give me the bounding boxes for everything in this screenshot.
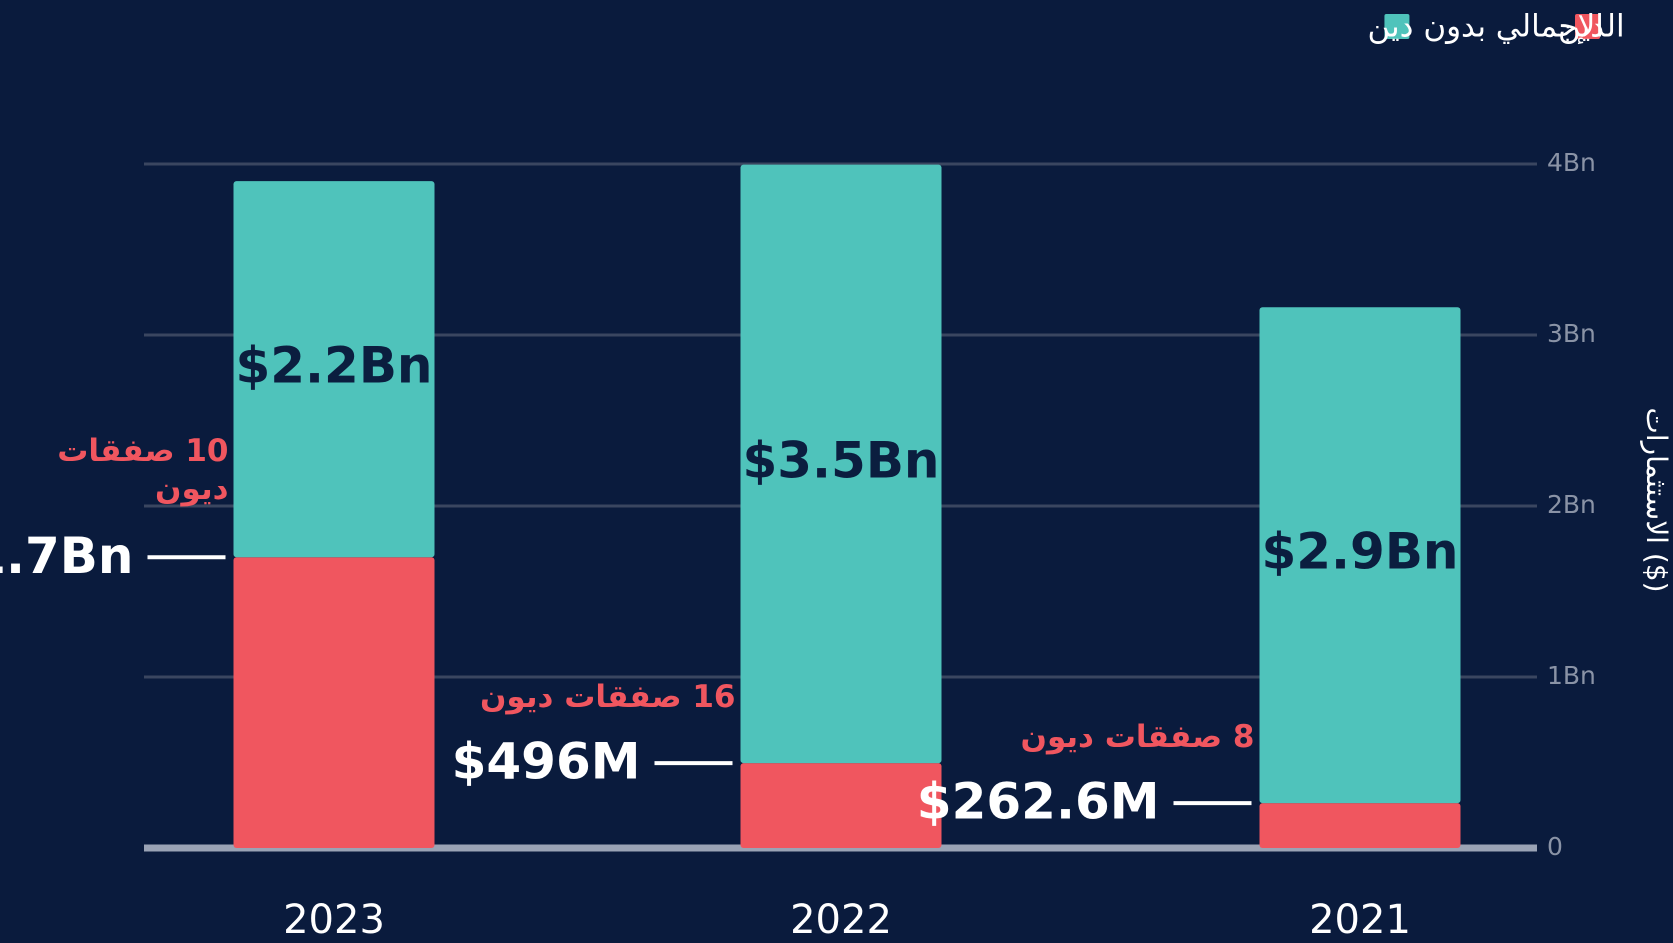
value-label: $496M [452, 733, 641, 791]
annotation-text: 16 صفقات ديون [479, 679, 736, 716]
annotation: 10 صفقات ديون [57, 433, 229, 508]
y-tick-label: 0 [1547, 832, 1563, 861]
bar-segment [1259, 803, 1461, 848]
bar-segment [233, 557, 435, 848]
annotation: 8 صفقات ديون [1020, 719, 1255, 756]
bar-segment [233, 181, 435, 558]
legend-swatch [1575, 14, 1600, 39]
annotation-text: 8 صفقات ديون [1020, 719, 1255, 756]
legend-swatch [1384, 14, 1410, 39]
y-tick-label: 3Bn [1547, 319, 1596, 348]
annotation-text: 10 صفقات ديون [57, 433, 229, 508]
legend-label: الإجمالي بدون دين [1367, 9, 1603, 45]
value-label: $2.9Bn [1261, 523, 1458, 581]
value-label: $1.7Bn [0, 527, 134, 585]
y-axis-label: الاستثمارات ($) [1640, 407, 1673, 592]
x-tick-label: 2021 [1309, 897, 1411, 943]
value-label: $3.5Bn [742, 431, 939, 489]
value-label: $2.2Bn [235, 337, 432, 395]
y-tick-label: 1Bn [1547, 661, 1596, 690]
y-tick-label: 2Bn [1547, 490, 1596, 519]
value-label: $262.6M [917, 773, 1160, 831]
x-tick-label: 2023 [283, 897, 385, 943]
legend-label: الدين [1558, 9, 1625, 45]
annotation: 16 صفقات ديون [479, 679, 736, 716]
y-tick-label: 4Bn [1547, 148, 1596, 177]
bar-segment [1259, 307, 1461, 804]
bar-segment [740, 164, 942, 764]
x-tick-label: 2022 [790, 897, 892, 943]
bar-segment [740, 763, 942, 848]
